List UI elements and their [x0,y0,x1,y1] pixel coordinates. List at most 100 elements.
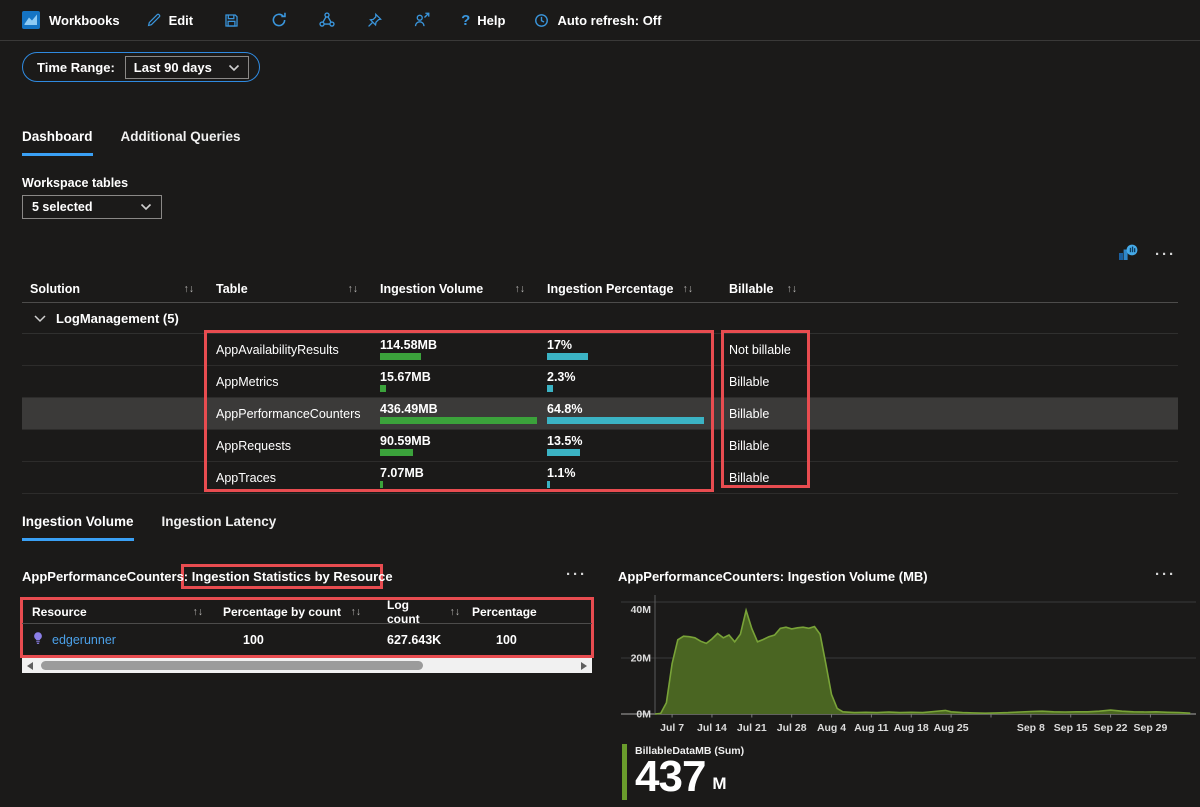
summary-value: 437 [635,752,706,801]
time-range-select[interactable]: Last 90 days [124,55,249,79]
col-table: Table [216,282,248,296]
volume-bar [380,353,421,361]
share-person-icon [413,11,431,29]
tab-dashboard[interactable]: Dashboard [22,129,93,156]
volume-bar [380,417,537,425]
x-tick-label: Aug 11 [854,722,889,734]
sort-icon[interactable]: ↑↓ [449,606,461,618]
scroll-right-icon[interactable] [581,661,587,670]
billable-value: Billable [729,438,770,453]
app-title: Workbooks [49,12,120,28]
percentage-value: 13.5% [547,433,583,448]
table-row[interactable]: AppRequests 90.59MB 13.5% Billable [22,430,1178,462]
percentage-bar [547,353,588,361]
sync-icon [318,11,336,29]
billable-value: Not billable [729,342,791,357]
ellipsis-icon[interactable]: ··· [566,566,587,583]
chevron-down-icon [228,60,240,75]
percentage-value: 17% [547,337,573,352]
percentage-value: 2.3% [547,369,576,384]
auto-refresh-button[interactable]: Auto refresh: Off [533,12,661,29]
col-billable: Billable [729,282,774,296]
area-series [655,610,1191,714]
summary-unit: M [712,774,727,794]
volume-value: 436.49MB [380,401,438,416]
chart-panel-title: AppPerformanceCounters: Ingestion Volume… [618,569,928,584]
resource-table: Resource ↑↓ Percentage by count ↑↓ Log cou… [22,598,592,655]
billable-summary: BillableDataMB (Sum) 437 M [622,744,744,800]
table-row[interactable]: AppAvailabilityResults 114.58MB 17% Not bil… [22,334,1178,366]
pin-button[interactable] [366,12,383,29]
sort-icon[interactable]: ↑↓ [350,606,362,618]
pin-icon [366,12,383,29]
lightbulb-icon [31,631,45,648]
x-tick-label: Aug 18 [894,722,929,734]
edit-button[interactable]: Edit [146,12,193,28]
share-button[interactable] [413,11,431,29]
sort-icon[interactable]: ↑↓ [514,283,526,295]
col-log-count: Log count [387,598,420,626]
group-row-logmanagement[interactable]: LogManagement (5) [22,303,1178,334]
x-tick-label: Sep 29 [1134,722,1168,734]
edit-icon [146,12,162,28]
tab-additional-queries[interactable]: Additional Queries [120,129,241,144]
volume-bar [380,481,383,489]
sort-icon[interactable]: ↑↓ [347,283,359,295]
billable-value: Billable [729,470,770,485]
scrollbar-thumb[interactable] [41,661,423,670]
volume-value: 7.07MB [380,465,424,480]
table-row[interactable]: AppTraces 7.07MB 1.1% Billable [22,462,1178,494]
sort-icon[interactable]: ↑↓ [183,283,195,295]
table-name: AppAvailabilityResults [216,342,339,357]
sort-icon[interactable]: ↑↓ [682,283,694,295]
table-name: AppTraces [216,470,276,485]
refresh-button[interactable] [270,11,288,29]
summary-accent-bar [622,744,627,800]
workspace-tables-select[interactable]: 5 selected [22,195,162,219]
save-icon [223,12,240,29]
resource-link[interactable]: edgerunner [52,632,116,647]
percentage-value: 1.1% [547,465,576,480]
table-name: AppPerformanceCounters [216,406,361,421]
x-tick-label: Jul 21 [737,722,767,734]
table-row[interactable]: AppPerformanceCounters 436.49MB 64.8% Billa… [22,398,1178,430]
ellipsis-icon[interactable]: ··· [1155,246,1176,263]
log-count-value: 627.643K [387,632,442,647]
sort-icon[interactable]: ↑↓ [192,606,204,618]
bar-chart-icon[interactable] [1118,243,1139,266]
resource-panel-title: AppPerformanceCounters: Ingestion Statis… [22,569,393,584]
summary-label: BillableDataMB (Sum) [635,745,745,757]
sort-icon[interactable]: ↑↓ [786,283,798,295]
x-tick-label: Jul 14 [697,722,727,734]
ellipsis-icon[interactable]: ··· [1155,566,1176,583]
percentage-value: 100 [496,632,517,647]
tab-ingestion-latency[interactable]: Ingestion Latency [161,514,277,529]
horizontal-scrollbar[interactable] [22,658,592,673]
x-tick-label: Aug 25 [934,722,969,734]
table-row[interactable]: AppMetrics 15.67MB 2.3% Billable [22,366,1178,398]
sync-button[interactable] [318,11,336,29]
x-tick-label: Sep 8 [1017,722,1045,734]
resource-row[interactable]: edgerunner 100 627.643K 100 [22,624,592,655]
volume-bar [380,449,413,457]
x-tick-label: Aug 4 [817,722,846,734]
col-ingestion-percentage: Ingestion Percentage [547,282,674,296]
y-tick-label: 20M [631,653,652,665]
percentage-bar [547,385,553,393]
time-range-pill: Time Range: Last 90 days [22,52,260,82]
save-button[interactable] [223,12,240,29]
pct-by-count-value: 100 [243,632,264,647]
tab-ingestion-volume[interactable]: Ingestion Volume [22,514,134,541]
scroll-left-icon[interactable] [27,661,33,670]
table-body: AppAvailabilityResults 114.58MB 17% Not bil… [22,334,1178,494]
x-tick-label: Jul 28 [777,722,807,734]
x-tick-label: Sep 15 [1054,722,1088,734]
area-series-line [654,607,1191,715]
workbooks-logo-icon [22,11,40,29]
help-button[interactable]: ? Help [461,11,506,29]
x-tick-label: Jul 7 [660,722,684,734]
ingestion-volume-chart[interactable]: 0M 20M 40M Jul 7 Jul 14 Jul 21 Jul 28 Aug 4 Aug … [615,588,1200,740]
percentage-bar [547,449,580,457]
volume-bar [380,385,386,393]
